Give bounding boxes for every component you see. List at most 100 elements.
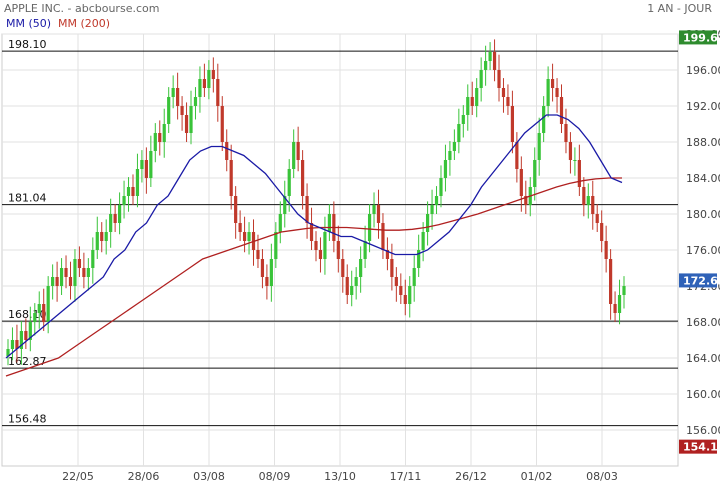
price-badge-label: 172.62	[683, 274, 720, 287]
reference-line-label: 156.48	[8, 413, 47, 426]
candle-body	[292, 142, 296, 169]
candle-body	[162, 124, 166, 142]
candle-body	[318, 250, 323, 259]
candle-body	[501, 88, 506, 97]
candle-body	[430, 205, 434, 214]
candle-body	[269, 259, 273, 286]
candle-body	[359, 259, 363, 277]
legend-ma200: MM (200)	[58, 17, 111, 30]
candle-body	[403, 295, 407, 304]
candle-body	[117, 205, 122, 223]
candle-body	[417, 250, 421, 268]
x-tick-label: 22/05	[62, 470, 94, 483]
candle-body	[586, 196, 590, 205]
candle-body	[140, 160, 144, 169]
candle-body	[296, 142, 300, 160]
candle-body	[390, 259, 394, 277]
ma200-line	[5, 177, 622, 377]
candle-body	[242, 232, 247, 241]
candle-body	[323, 232, 327, 259]
candle-body	[466, 97, 470, 115]
candle-body	[73, 259, 77, 286]
candle-body	[475, 88, 479, 106]
x-tick-label: 17/11	[390, 470, 422, 483]
candle-body	[176, 88, 180, 106]
candle-body	[59, 268, 64, 286]
candle-body	[234, 196, 238, 223]
candle-body	[461, 115, 465, 124]
candle-body	[46, 286, 50, 322]
candle-body	[265, 277, 269, 286]
candle-body	[86, 268, 90, 277]
period-label[interactable]: 1 AN - JOUR	[647, 2, 712, 15]
y-tick-label: 176.00	[686, 244, 720, 257]
candle-body	[550, 79, 555, 88]
candle-body	[519, 169, 523, 196]
candle-body	[10, 340, 15, 349]
candle-body	[559, 97, 564, 124]
candle-body	[617, 295, 622, 313]
reference-line-label: 162.87	[8, 355, 47, 368]
y-tick-label: 168.00	[686, 316, 720, 329]
candle-body	[24, 331, 28, 340]
x-tick-label: 03/08	[193, 470, 225, 483]
candle-body	[591, 196, 595, 214]
y-tick-label: 180.00	[686, 208, 720, 221]
candle-body	[153, 133, 157, 151]
legend-ma50: MM (50)	[6, 17, 52, 30]
candle-body	[497, 70, 501, 88]
candle-body	[595, 214, 599, 223]
candle-body	[64, 268, 68, 277]
candle-body	[622, 286, 626, 295]
candle-body	[367, 214, 372, 241]
candle-body	[51, 277, 55, 286]
candle-body	[77, 259, 82, 268]
candle-body	[568, 142, 573, 160]
candle-body	[314, 241, 318, 250]
candle-body	[394, 277, 398, 286]
candle-body	[82, 268, 86, 277]
candle-body	[198, 79, 202, 97]
price-badge	[679, 439, 717, 454]
candle-body	[542, 106, 546, 133]
candle-body	[341, 259, 345, 277]
candle-body	[604, 241, 608, 259]
candle-body	[546, 79, 550, 106]
x-tick-label: 13/10	[324, 470, 356, 483]
candle-body	[100, 232, 104, 241]
ma50-line	[5, 114, 623, 359]
candle-body	[301, 160, 305, 196]
candle-body	[305, 196, 309, 223]
y-tick-label: 160.00	[686, 388, 720, 401]
candle-body	[247, 232, 251, 241]
candle-body	[564, 124, 568, 142]
y-tick-label: 188.00	[686, 136, 720, 149]
candle-body	[376, 205, 381, 223]
candle-body	[506, 97, 510, 106]
candle-body	[238, 223, 242, 232]
candle-body	[225, 142, 229, 160]
candle-body	[488, 52, 492, 61]
candle-body	[600, 223, 604, 241]
candle-body	[287, 169, 291, 196]
candle-body	[452, 142, 456, 151]
candle-body	[184, 115, 189, 133]
candle-body	[207, 70, 211, 88]
candle-body	[19, 331, 23, 349]
candle-body	[510, 106, 515, 142]
candle-body	[609, 259, 613, 304]
candle-body	[309, 223, 314, 241]
x-tick-label: 08/09	[259, 470, 291, 483]
candle-body	[350, 286, 354, 295]
candle-body	[283, 196, 287, 214]
candle-body	[479, 70, 483, 88]
candle-body	[37, 304, 41, 313]
candle-body	[533, 160, 537, 187]
x-tick-label: 28/06	[128, 470, 160, 483]
candle-body	[524, 196, 528, 205]
price-badge	[679, 30, 717, 45]
candle-body	[537, 133, 541, 160]
candle-body	[171, 88, 175, 97]
candle-body	[582, 187, 586, 205]
